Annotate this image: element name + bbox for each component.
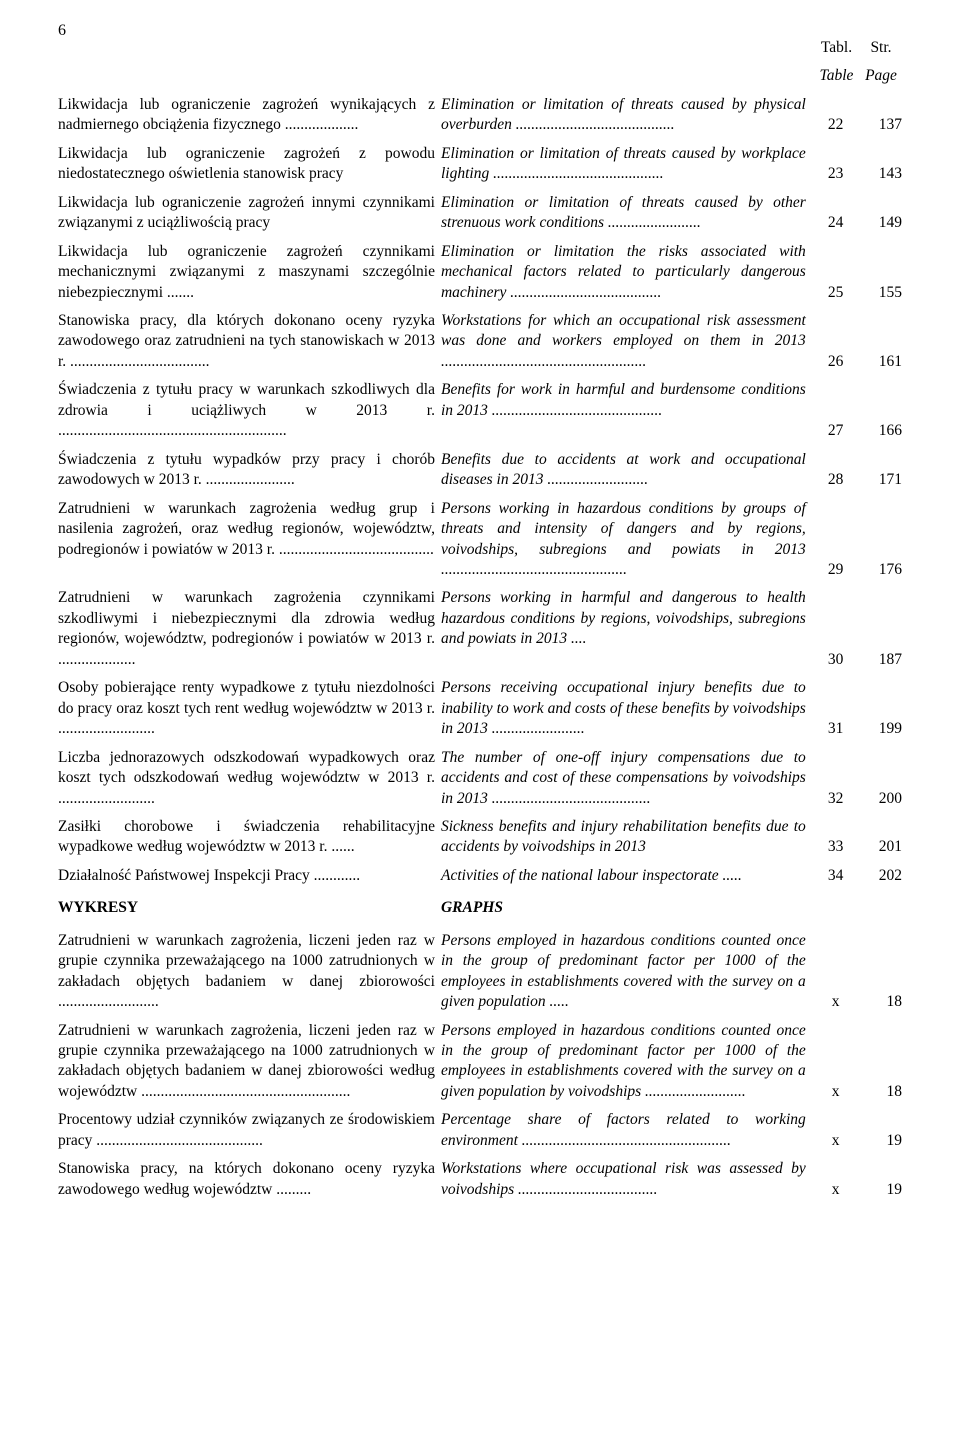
toc-cell-pl: Zatrudnieni w warunkach zagrożenia, licz… <box>58 927 441 1017</box>
page-number-top: 6 <box>58 20 66 41</box>
toc-cell-en: Persons working in harmful and dangerous… <box>441 584 812 674</box>
toc-cell-pl: Zatrudnieni w warunkach zagrożenia czynn… <box>58 584 441 674</box>
toc-row: Zatrudnieni w warunkach zagrożenia, licz… <box>58 1017 902 1107</box>
toc-cell-en: Persons working in hazardous conditions … <box>441 495 812 585</box>
toc-cell-table-number: 32 <box>812 744 860 813</box>
toc-row: Zatrudnieni w warunkach zagrożenia czynn… <box>58 584 902 674</box>
toc-cell-table-number: 26 <box>812 307 860 376</box>
toc-cell-en: The number of one-off injury compensatio… <box>441 744 812 813</box>
toc-cell-page-number: 187 <box>859 584 902 674</box>
toc-cell-pl: Świadczenia z tytułu pracy w warunkach s… <box>58 376 441 445</box>
toc-cell-table-number: 25 <box>812 238 860 307</box>
toc-cell-pl: Procentowy udział czynników związanych z… <box>58 1106 441 1155</box>
toc-cell-pl: Osoby pobierające renty wypadkowe z tytu… <box>58 674 441 743</box>
toc-cell-en: Elimination or limitation of threats cau… <box>441 91 812 140</box>
toc-cell-en: Activities of the national labour inspec… <box>441 862 812 890</box>
toc-cell-pl: Zatrudnieni w warunkach zagrożenia wedłu… <box>58 495 441 585</box>
toc-cell-en: Elimination or limitation of threats cau… <box>441 140 812 189</box>
toc-cell-table-number: 22 <box>812 91 860 140</box>
toc-cell-table-number: 31 <box>812 674 860 743</box>
toc-table: Likwidacja lub ograniczenie zagrożeń wyn… <box>58 91 902 1204</box>
toc-cell-page-number: 200 <box>859 744 902 813</box>
toc-cell-table-number: x <box>812 1106 860 1155</box>
toc-cell-page-number: 137 <box>859 91 902 140</box>
toc-cell-pl: Likwidacja lub ograniczenie zagrożeń z p… <box>58 140 441 189</box>
toc-row: Osoby pobierające renty wypadkowe z tytu… <box>58 674 902 743</box>
toc-row: Działalność Państwowej Inspekcji Pracy .… <box>58 862 902 890</box>
toc-cell-en: Benefits due to accidents at work and oc… <box>441 446 812 495</box>
toc-cell-table-number: 34 <box>812 862 860 890</box>
toc-row: Likwidacja lub ograniczenie zagrożeń czy… <box>58 238 902 307</box>
toc-row: Likwidacja lub ograniczenie zagrożeń inn… <box>58 189 902 238</box>
toc-cell-pl: Likwidacja lub ograniczenie zagrożeń wyn… <box>58 91 441 140</box>
toc-cell-en: Persons employed in hazardous conditions… <box>441 927 812 1017</box>
toc-cell-page-number: 19 <box>859 1106 902 1155</box>
toc-cell-en: Workstations for which an occupational r… <box>441 307 812 376</box>
toc-cell-page-number: 18 <box>859 927 902 1017</box>
toc-row: Zatrudnieni w warunkach zagrożenia wedłu… <box>58 495 902 585</box>
toc-cell-page-number: 161 <box>859 307 902 376</box>
table-header-row-1: Tabl. Str. <box>58 38 902 58</box>
table-header-row-2: Table Page <box>58 66 902 86</box>
toc-row: Zatrudnieni w warunkach zagrożenia, licz… <box>58 927 902 1017</box>
header-str: Str. <box>860 38 902 58</box>
toc-cell-page-number: 201 <box>859 813 902 862</box>
toc-cell-pl: Liczba jednorazowych odszkodowań wypadko… <box>58 744 441 813</box>
toc-cell-en: Workstations where occupational risk was… <box>441 1155 812 1204</box>
toc-cell-en: Elimination or limitation the risks asso… <box>441 238 812 307</box>
toc-cell-en: Persons receiving occupational injury be… <box>441 674 812 743</box>
toc-cell-table-number: x <box>812 927 860 1017</box>
toc-cell-page-number: 202 <box>859 862 902 890</box>
toc-cell-pl: Stanowiska pracy, na których dokonano oc… <box>58 1155 441 1204</box>
toc-cell-en: Persons employed in hazardous conditions… <box>441 1017 812 1107</box>
toc-cell-page-number: 149 <box>859 189 902 238</box>
toc-row: Procentowy udział czynników związanych z… <box>58 1106 902 1155</box>
section-heading-pl: WYKRESY <box>58 890 441 926</box>
toc-row: Likwidacja lub ograniczenie zagrożeń z p… <box>58 140 902 189</box>
toc-cell-pl: Stanowiska pracy, dla których dokonano o… <box>58 307 441 376</box>
toc-cell-pl: Działalność Państwowej Inspekcji Pracy .… <box>58 862 441 890</box>
toc-cell-page-number: 18 <box>859 1017 902 1107</box>
toc-row: Zasiłki chorobowe i świadczenia rehabili… <box>58 813 902 862</box>
toc-row: Stanowiska pracy, dla których dokonano o… <box>58 307 902 376</box>
toc-cell-page-number: 19 <box>859 1155 902 1204</box>
toc-cell-page-number: 155 <box>859 238 902 307</box>
toc-row: Likwidacja lub ograniczenie zagrożeń wyn… <box>58 91 902 140</box>
toc-cell-table-number: 30 <box>812 584 860 674</box>
toc-cell-en: Sickness benefits and injury rehabilitat… <box>441 813 812 862</box>
section-heading-en: GRAPHS <box>441 890 812 926</box>
toc-row: Świadczenia z tytułu pracy w warunkach s… <box>58 376 902 445</box>
toc-cell-table-number: x <box>812 1017 860 1107</box>
toc-cell-table-number: 24 <box>812 189 860 238</box>
toc-cell-pl: Świadczenia z tytułu wypadków przy pracy… <box>58 446 441 495</box>
toc-cell-page-number: 171 <box>859 446 902 495</box>
toc-cell-table-number: 23 <box>812 140 860 189</box>
toc-cell-page-number: 166 <box>859 376 902 445</box>
toc-cell-en: Benefits for work in harmful and burdens… <box>441 376 812 445</box>
toc-cell-en: Elimination or limitation of threats cau… <box>441 189 812 238</box>
toc-cell-table-number: 28 <box>812 446 860 495</box>
toc-cell-pl: Likwidacja lub ograniczenie zagrożeń czy… <box>58 238 441 307</box>
toc-cell-page-number: 176 <box>859 495 902 585</box>
toc-cell-table-number: 27 <box>812 376 860 445</box>
toc-section-row: WYKRESYGRAPHS <box>58 890 902 926</box>
toc-cell-table-number: 33 <box>812 813 860 862</box>
toc-cell-pl: Likwidacja lub ograniczenie zagrożeń inn… <box>58 189 441 238</box>
toc-cell-page-number: 143 <box>859 140 902 189</box>
toc-cell-en: Percentage share of factors related to w… <box>441 1106 812 1155</box>
toc-row: Stanowiska pracy, na których dokonano oc… <box>58 1155 902 1204</box>
toc-cell-pl: Zatrudnieni w warunkach zagrożenia, licz… <box>58 1017 441 1107</box>
header-table: Table <box>813 66 860 86</box>
header-page: Page <box>860 66 902 86</box>
toc-cell-pl: Zasiłki chorobowe i świadczenia rehabili… <box>58 813 441 862</box>
header-tabl: Tabl. <box>813 38 860 58</box>
toc-row: Liczba jednorazowych odszkodowań wypadko… <box>58 744 902 813</box>
toc-cell-table-number: x <box>812 1155 860 1204</box>
toc-cell-page-number: 199 <box>859 674 902 743</box>
toc-row: Świadczenia z tytułu wypadków przy pracy… <box>58 446 902 495</box>
toc-cell-table-number: 29 <box>812 495 860 585</box>
